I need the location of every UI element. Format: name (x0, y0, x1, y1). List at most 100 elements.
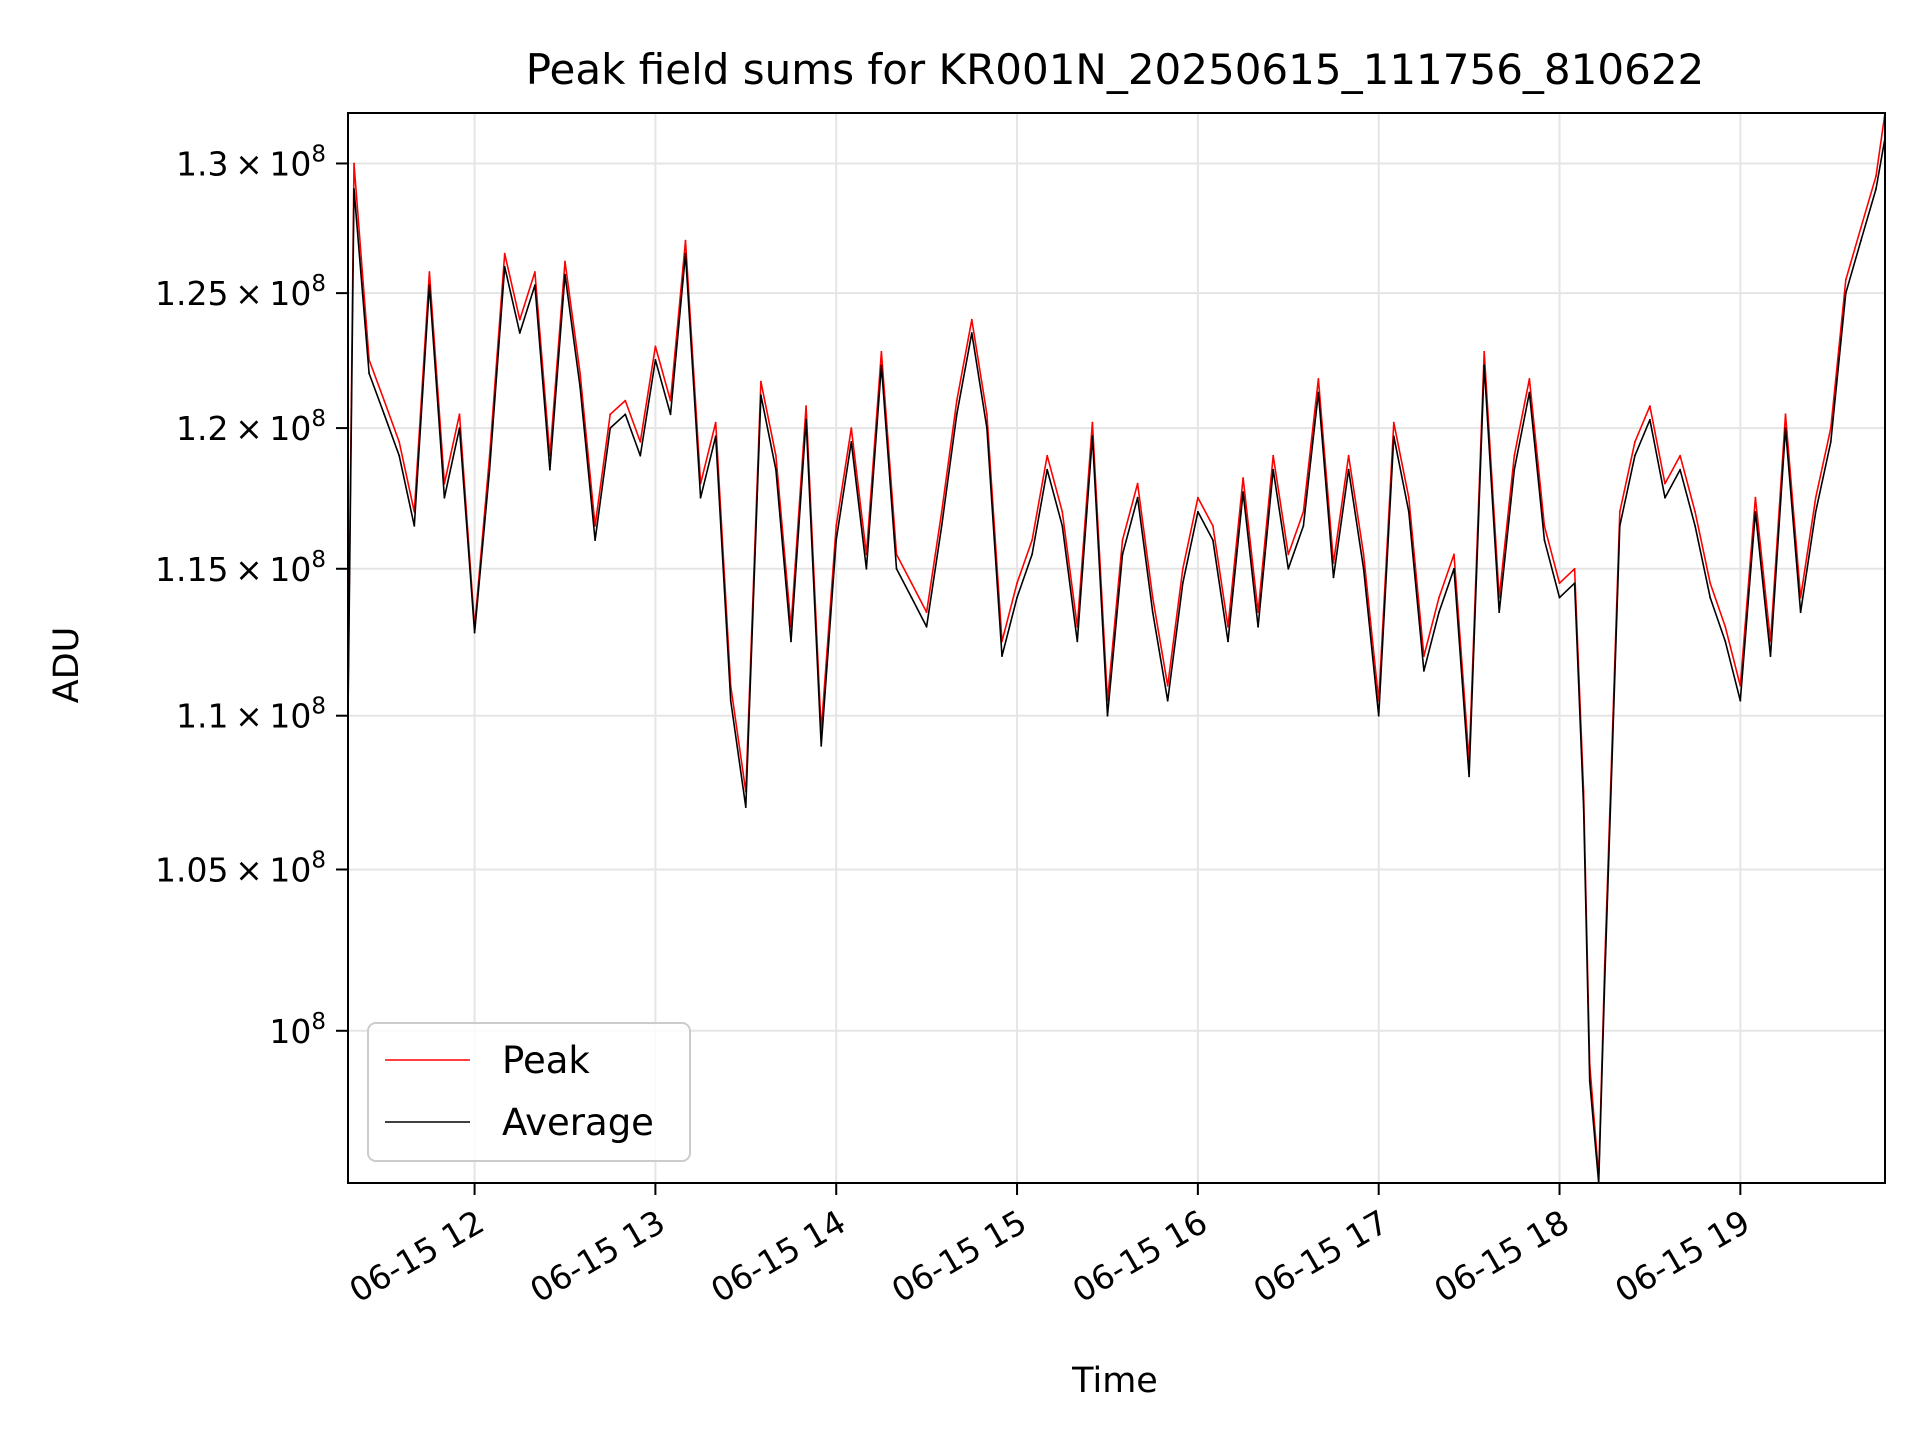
data-point-peak (1784, 413, 1787, 416)
data-point-peak (639, 441, 642, 443)
data-point-peak (353, 162, 355, 165)
data-point-peak (1272, 454, 1275, 457)
data-point-average (1709, 596, 1712, 599)
data-point-peak (880, 350, 883, 353)
data-point-peak (1618, 510, 1621, 513)
data-point-peak (1844, 279, 1847, 281)
data-point-average (684, 252, 687, 255)
data-point-peak (1528, 378, 1531, 380)
data-point-average (1302, 525, 1305, 527)
data-point-average (1829, 441, 1832, 443)
data-point-average (1181, 582, 1184, 585)
data-point-average (970, 332, 973, 334)
data-point-peak (1061, 510, 1064, 513)
data-point-average (1468, 775, 1470, 778)
data-point-average (1257, 625, 1259, 628)
legend: Peak Average (367, 1022, 691, 1162)
data-point-peak (1046, 454, 1049, 457)
data-point-average (503, 265, 506, 268)
data-point-average (458, 427, 461, 429)
data-point-peak (835, 525, 838, 527)
data-point-peak (1679, 454, 1681, 457)
data-point-average (1784, 427, 1787, 429)
data-point-average (488, 468, 491, 471)
data-point-peak (714, 421, 717, 424)
data-point-peak (624, 399, 627, 402)
data-point-average (835, 539, 838, 541)
y-tick-label: 1.3 × 108 (176, 141, 326, 183)
x-axis-label: Time (1071, 1361, 1158, 1401)
data-point-peak (1242, 477, 1244, 479)
data-point-average (1799, 611, 1802, 614)
data-point-average (1332, 576, 1335, 579)
data-point-average (473, 631, 476, 634)
data-point-peak (1347, 454, 1350, 457)
data-point-average (428, 284, 431, 287)
data-point-average (1618, 525, 1621, 527)
y-tick-label: 1.25 × 108 (155, 271, 326, 313)
data-point-average (1582, 806, 1585, 808)
data-point-peak (970, 318, 973, 321)
data-point-peak (1362, 553, 1365, 556)
data-point-peak (1166, 684, 1169, 687)
data-point-average (880, 364, 883, 367)
data-point-peak (1407, 496, 1410, 499)
data-point-average (413, 525, 416, 527)
data-point-average (895, 567, 898, 570)
data-point-peak (1814, 496, 1817, 499)
data-point-peak (684, 239, 687, 242)
y-axis-label: ADU (47, 627, 87, 704)
data-point-peak (1287, 553, 1290, 556)
data-point-average (594, 539, 596, 541)
data-point-average (1212, 539, 1214, 541)
data-point-average (1573, 582, 1576, 585)
series-line-peak (347, 112, 1886, 1177)
data-point-peak (1257, 611, 1259, 614)
data-point-average (1603, 980, 1606, 983)
data-point-average (1272, 468, 1275, 471)
data-point-peak (398, 441, 401, 443)
data-point-peak (910, 582, 913, 585)
data-point-peak (986, 413, 988, 416)
legend-label-average: Average (502, 1101, 654, 1144)
data-point-peak (428, 271, 431, 273)
data-point-average (1166, 699, 1169, 702)
data-point-average (443, 496, 446, 499)
data-point-average (699, 496, 702, 499)
data-point-peak (564, 260, 566, 263)
data-point-average (1528, 391, 1531, 394)
data-point-average (1739, 699, 1742, 702)
data-point-average (1407, 510, 1410, 513)
data-point-peak (1694, 510, 1696, 513)
data-point-peak (458, 413, 461, 416)
y-tick-label: 1.05 × 108 (155, 847, 326, 889)
data-point-peak (1438, 596, 1440, 599)
data-point-average (1121, 553, 1124, 556)
data-point-average (564, 273, 566, 276)
data-point-average (1588, 1079, 1591, 1082)
data-point-average (1438, 611, 1440, 614)
data-point-average (669, 413, 672, 416)
data-point-average (609, 427, 612, 429)
data-point-average (383, 413, 386, 416)
data-point-average (1875, 188, 1877, 190)
series-line-average (347, 137, 1886, 1184)
data-point-average (940, 525, 943, 527)
data-point-average (579, 386, 581, 388)
data-point-average (1513, 468, 1516, 471)
data-point-average (1287, 567, 1290, 570)
data-point-peak (1634, 441, 1636, 443)
data-point-average (1679, 468, 1681, 471)
data-point-average (910, 596, 913, 599)
data-point-peak (1091, 421, 1094, 424)
data-point-peak (1709, 582, 1712, 585)
data-point-peak (1151, 596, 1154, 599)
y-tick-label: 108 (269, 1009, 326, 1051)
data-point-average (1091, 435, 1094, 438)
data-point-peak (1664, 482, 1666, 485)
y-tick-label: 1.15 × 108 (155, 547, 326, 589)
data-point-average (1197, 510, 1199, 513)
data-point-peak (1136, 482, 1139, 485)
data-point-average (398, 454, 401, 457)
